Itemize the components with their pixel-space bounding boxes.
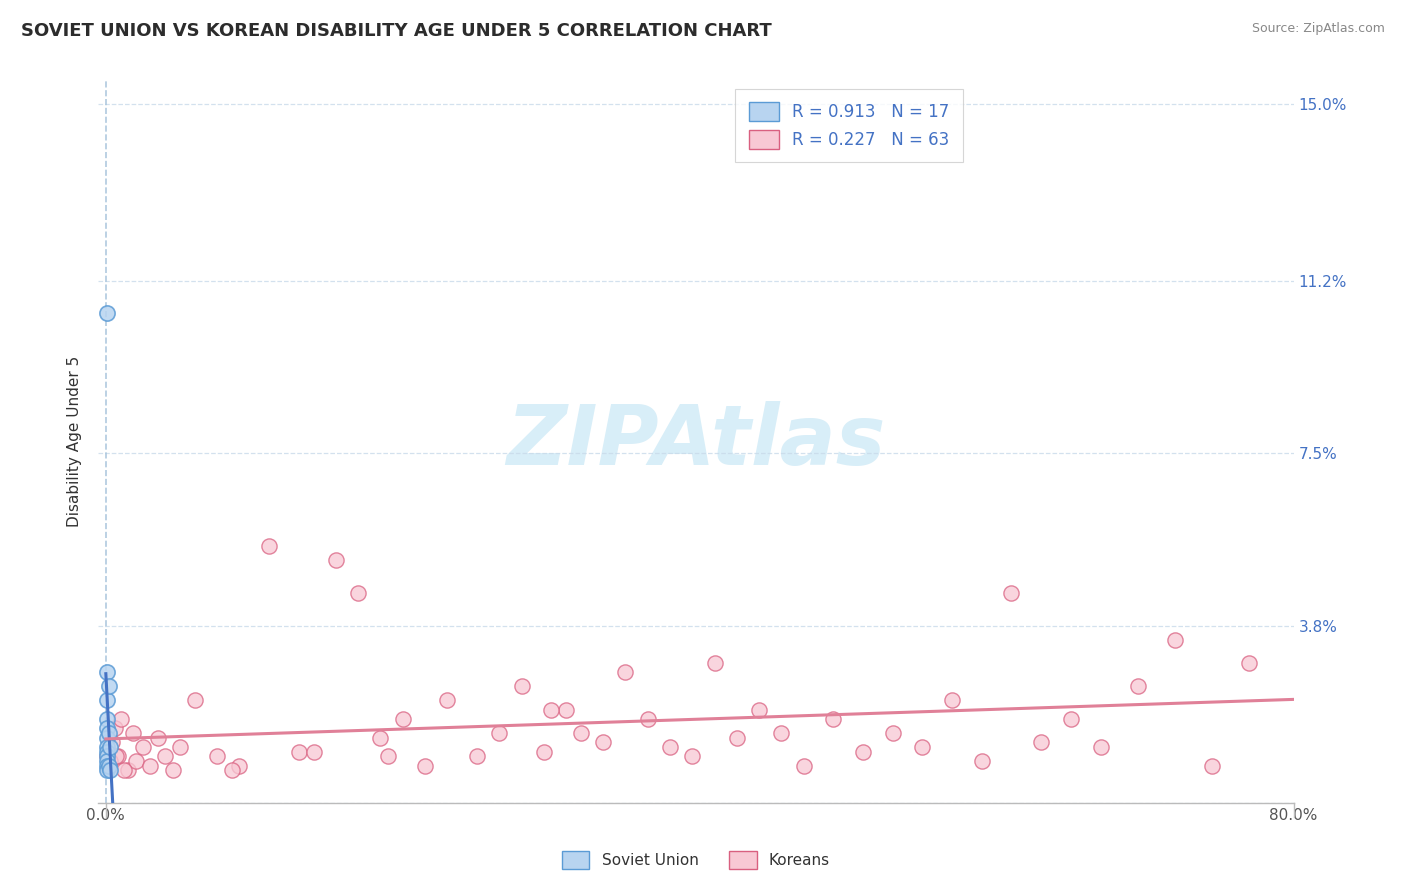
Point xyxy=(96,721,118,735)
Point xyxy=(162,763,184,777)
Point xyxy=(139,758,162,772)
Point xyxy=(96,763,118,777)
Point xyxy=(302,745,325,759)
Point xyxy=(533,745,555,759)
Text: Source: ZipAtlas.com: Source: ZipAtlas.com xyxy=(1251,22,1385,36)
Point xyxy=(205,749,228,764)
Point xyxy=(510,679,533,693)
Point xyxy=(1201,758,1223,772)
Point xyxy=(98,739,121,754)
Point xyxy=(555,702,578,716)
Point xyxy=(96,754,118,768)
Point xyxy=(540,702,562,716)
Point xyxy=(96,665,118,680)
Point xyxy=(659,739,682,754)
Point xyxy=(436,693,458,707)
Point xyxy=(911,739,934,754)
Point xyxy=(96,712,118,726)
Point xyxy=(97,679,120,693)
Point xyxy=(823,712,845,726)
Point xyxy=(347,586,370,600)
Point xyxy=(96,745,118,759)
Point xyxy=(97,726,120,740)
Point xyxy=(96,739,118,754)
Point xyxy=(1126,679,1149,693)
Point xyxy=(221,763,243,777)
Point xyxy=(592,735,614,749)
Point xyxy=(155,749,177,764)
Point xyxy=(184,693,207,707)
Point xyxy=(569,726,592,740)
Point xyxy=(110,712,132,726)
Point xyxy=(97,758,120,772)
Point xyxy=(257,540,280,554)
Point xyxy=(1000,586,1022,600)
Point xyxy=(637,712,659,726)
Point xyxy=(941,693,963,707)
Point xyxy=(117,763,139,777)
Point xyxy=(370,731,392,745)
Point xyxy=(681,749,703,764)
Point xyxy=(1164,632,1187,647)
Point xyxy=(112,763,135,777)
Text: SOVIET UNION VS KOREAN DISABILITY AGE UNDER 5 CORRELATION CHART: SOVIET UNION VS KOREAN DISABILITY AGE UN… xyxy=(21,22,772,40)
Point xyxy=(1237,656,1260,670)
Point xyxy=(96,306,118,320)
Point xyxy=(96,758,118,772)
Point xyxy=(121,726,143,740)
Point xyxy=(101,735,124,749)
Y-axis label: Disability Age Under 5: Disability Age Under 5 xyxy=(67,356,83,527)
Point xyxy=(169,739,191,754)
Point xyxy=(465,749,488,764)
Point xyxy=(793,758,815,772)
Point xyxy=(770,726,793,740)
Point xyxy=(852,745,875,759)
Point xyxy=(124,754,146,768)
Text: ZIPAtlas: ZIPAtlas xyxy=(506,401,886,482)
Point xyxy=(1029,735,1052,749)
Point xyxy=(228,758,250,772)
Point xyxy=(703,656,725,670)
Point xyxy=(325,553,347,567)
Point xyxy=(614,665,637,680)
Point xyxy=(748,702,770,716)
Point xyxy=(96,693,118,707)
Point xyxy=(725,731,748,745)
Point xyxy=(96,731,118,745)
Point xyxy=(377,749,399,764)
Point xyxy=(107,749,129,764)
Point xyxy=(413,758,436,772)
Point xyxy=(391,712,413,726)
Point xyxy=(98,763,121,777)
Point xyxy=(97,758,120,772)
Point xyxy=(146,731,169,745)
Point xyxy=(105,749,128,764)
Point xyxy=(96,749,118,764)
Point xyxy=(104,721,127,735)
Point xyxy=(98,754,121,768)
Point xyxy=(1090,739,1112,754)
Point xyxy=(970,754,993,768)
Point xyxy=(882,726,904,740)
Point xyxy=(96,749,118,764)
Legend: Soviet Union, Koreans: Soviet Union, Koreans xyxy=(555,845,837,875)
Point xyxy=(488,726,510,740)
Point xyxy=(1060,712,1083,726)
Point xyxy=(288,745,311,759)
Point xyxy=(132,739,155,754)
